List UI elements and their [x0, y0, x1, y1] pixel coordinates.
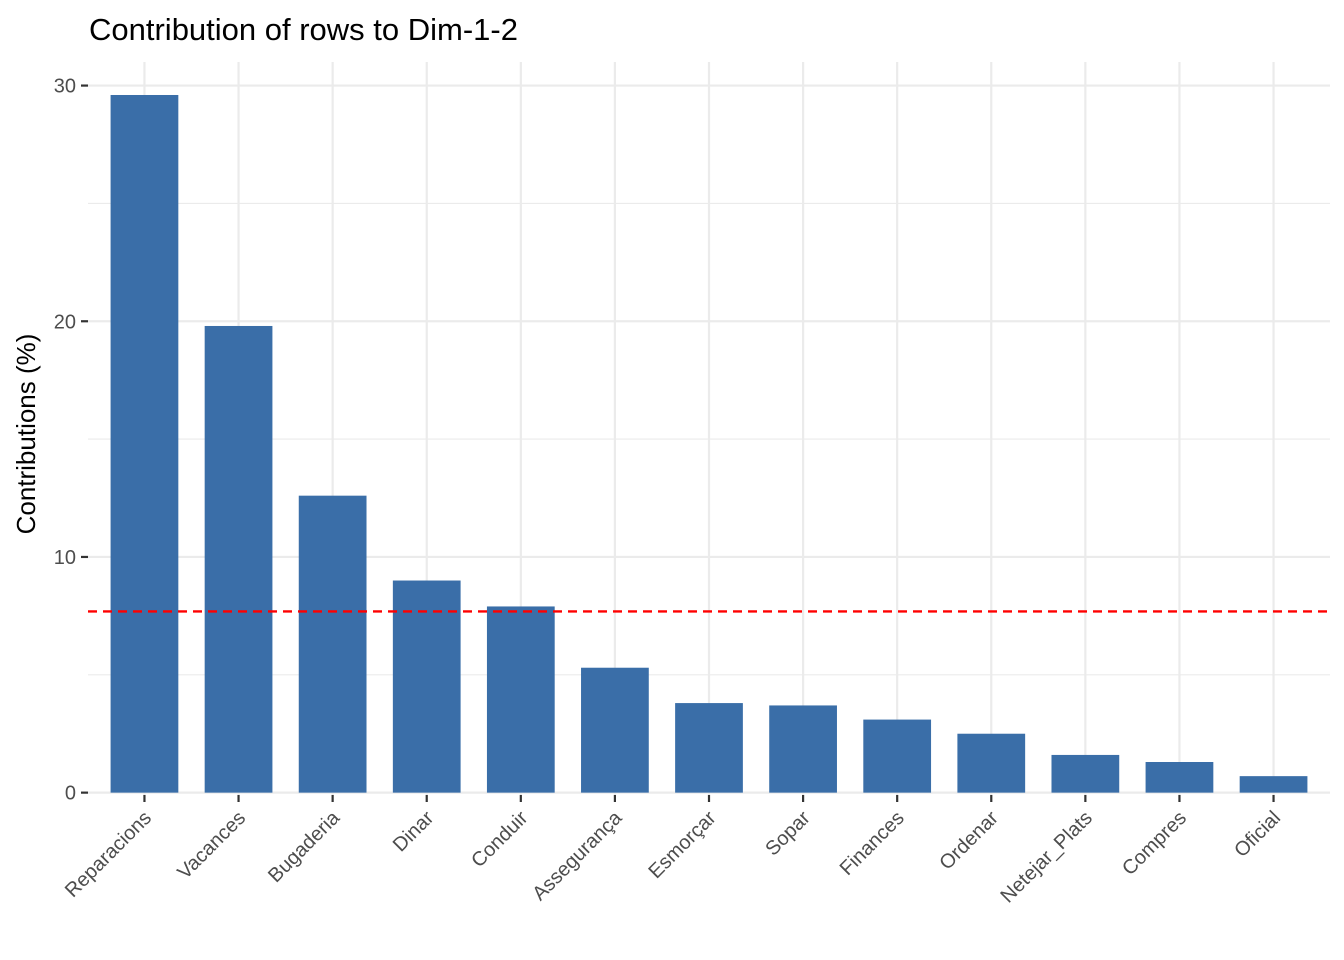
bar-oficial [1239, 776, 1308, 793]
bars-group [110, 94, 1308, 793]
x-axis: Reparacions Vacances Bugaderia Dinar Conduir… [61, 795, 1285, 907]
bar-netejar_plats [1051, 754, 1120, 793]
x-tick-label: Dinar [389, 807, 439, 857]
x-tick-label: Vacances [173, 807, 250, 884]
x-tick-label: Compres [1118, 807, 1191, 880]
y-tick-label: 20 [54, 311, 76, 333]
x-tick-label: Reparacions [61, 807, 156, 902]
bar-dinar [392, 580, 461, 793]
bar-sopar [769, 705, 837, 793]
y-axis-label: Contributions (%) [11, 334, 41, 535]
bar-assegurança [581, 667, 649, 793]
grid-lines [88, 62, 1330, 795]
bar-esmorçar [675, 703, 743, 793]
x-tick-label: Oficial [1230, 807, 1285, 862]
x-tick-label: Conduir [467, 807, 532, 872]
bar-finances [863, 719, 932, 793]
bar-conduir [486, 606, 555, 793]
x-tick-label: Netejar_Plats [996, 807, 1096, 907]
x-tick-label: Sopar [761, 807, 815, 861]
y-tick-label: 0 [65, 783, 76, 805]
x-tick-label: Finances [836, 807, 909, 880]
x-tick-label: Assegurança [528, 806, 627, 905]
bar-vacances [204, 325, 273, 793]
x-tick-label: Bugaderia [264, 806, 345, 887]
y-axis: 0 10 20 30 [54, 76, 88, 805]
x-tick-label: Esmorçar [644, 807, 720, 883]
bar-bugaderia [298, 495, 367, 793]
bar-reparacions [110, 94, 179, 793]
x-tick-label: Ordenar [935, 807, 1003, 875]
y-tick-label: 10 [54, 547, 76, 569]
chart-title: Contribution of rows to Dim-1-2 [89, 12, 518, 47]
y-tick-label: 30 [54, 76, 76, 98]
bar-compres [1145, 762, 1214, 793]
bar-ordenar [957, 733, 1026, 793]
